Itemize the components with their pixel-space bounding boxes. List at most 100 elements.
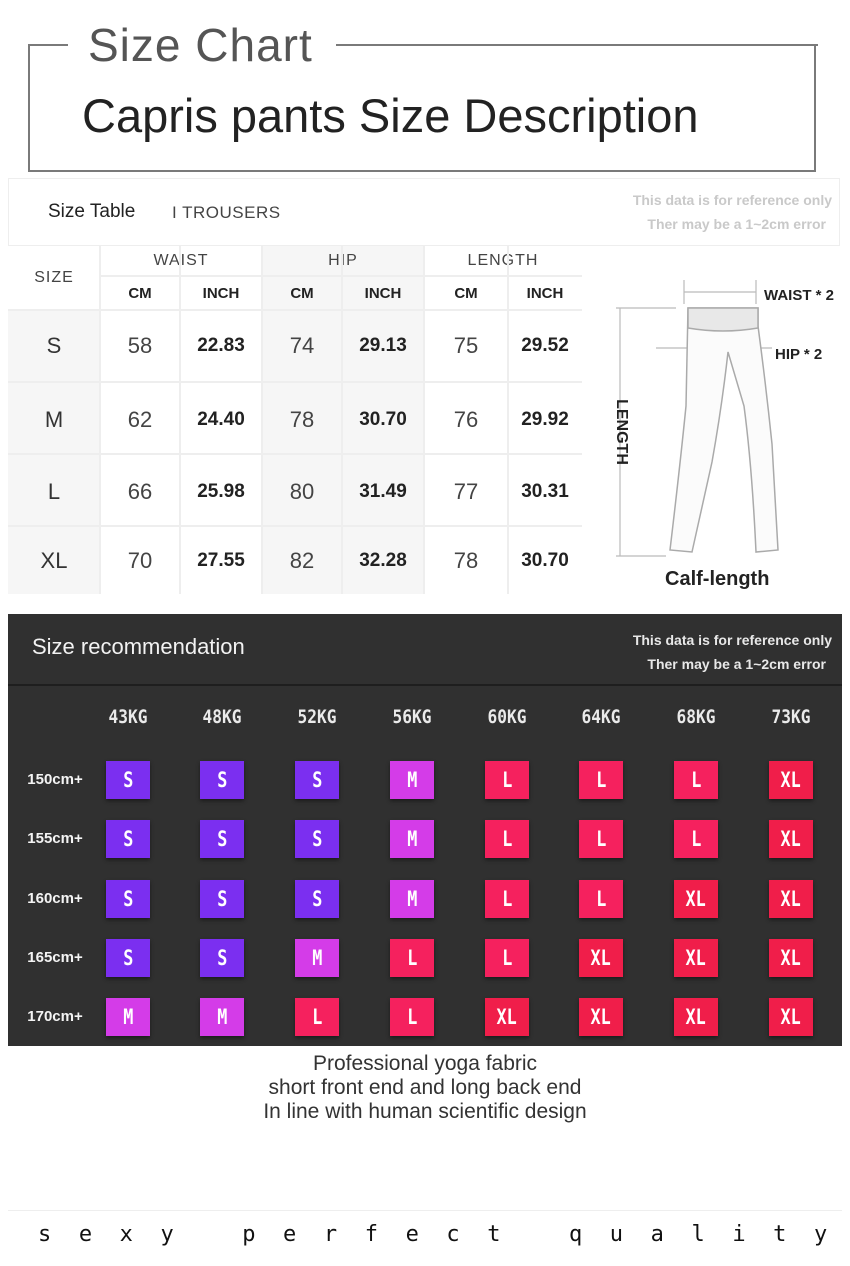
- size-badge-label: L: [595, 887, 607, 911]
- recommendation-header: [8, 614, 842, 686]
- size-badge: M: [390, 761, 434, 799]
- grid-line: [8, 453, 582, 455]
- size-badge: XL: [579, 939, 623, 977]
- height-label: 160cm+: [27, 890, 83, 907]
- table-cell: 27.55: [197, 550, 245, 571]
- size-badge-label: XL: [685, 946, 707, 970]
- table-cell: 30.31: [521, 481, 569, 502]
- grid-line: [341, 246, 343, 594]
- leggings-icon: [669, 307, 779, 553]
- size-badge: S: [295, 820, 339, 858]
- size-cell: XL: [40, 548, 68, 573]
- size-badge: S: [295, 761, 339, 799]
- diagram-caption: Calf-length: [665, 568, 770, 590]
- size-table-note-line1: This data is for reference only: [632, 192, 832, 208]
- tagline-char: p: [242, 1222, 256, 1247]
- size-badge-label: XL: [496, 1005, 518, 1029]
- leggings-diagram: [616, 280, 779, 557]
- size-badge-label: XL: [590, 1005, 612, 1029]
- size-badge: XL: [579, 998, 623, 1036]
- size-badge-label: L: [311, 1005, 323, 1029]
- table-cell: 75: [453, 333, 479, 358]
- size-badge-label: M: [406, 768, 418, 792]
- size-badge: S: [200, 761, 244, 799]
- tagline-char: q: [568, 1222, 583, 1247]
- size-badge: S: [106, 761, 150, 799]
- size-badge: XL: [769, 880, 813, 918]
- size-badge: L: [579, 880, 623, 918]
- tagline-char: u: [609, 1222, 624, 1247]
- table-cell: 62: [127, 407, 153, 432]
- tagline-char: t: [773, 1222, 787, 1247]
- size-badge-label: L: [501, 768, 513, 792]
- grid-line: [423, 246, 425, 594]
- group-header-waist: WAIST: [100, 246, 262, 276]
- size-table-header: [8, 178, 840, 246]
- table-cell: 78: [289, 407, 315, 432]
- table-cell: 29.13: [359, 335, 407, 356]
- size-badge: L: [485, 939, 529, 977]
- weight-header: 56KG: [392, 706, 432, 728]
- unit-header: CM: [290, 284, 314, 302]
- height-label: 170cm+: [27, 1008, 83, 1025]
- size-badge-label: L: [406, 1005, 418, 1029]
- size-badge-label: L: [595, 768, 607, 792]
- size-badge-label: XL: [780, 946, 802, 970]
- size-badge-label: S: [122, 827, 134, 851]
- size-badge: XL: [485, 998, 529, 1036]
- tagline-char: i: [732, 1222, 746, 1247]
- size-badge-label: XL: [780, 768, 802, 792]
- grid-line: [261, 246, 263, 594]
- unit-header: INCH: [202, 284, 240, 302]
- grid-line: [8, 381, 582, 383]
- size-badge: XL: [769, 820, 813, 858]
- header-frame: [28, 44, 816, 172]
- size-badge: S: [106, 880, 150, 918]
- header-frame-left: [28, 44, 68, 46]
- table-cell: 70: [127, 548, 153, 573]
- size-badge: S: [106, 939, 150, 977]
- size-badge: L: [390, 998, 434, 1036]
- size-badge-label: S: [311, 768, 323, 792]
- size-badge: L: [485, 761, 529, 799]
- size-badge: M: [295, 939, 339, 977]
- waist-label: WAIST * 2: [764, 287, 835, 304]
- size-badge: S: [106, 820, 150, 858]
- unit-header: INCH: [364, 284, 402, 302]
- size-badge-label: XL: [590, 946, 612, 970]
- size-badge: L: [390, 939, 434, 977]
- table-cell: 77: [453, 479, 479, 504]
- size-badge: XL: [674, 998, 718, 1036]
- size-badge-label: XL: [780, 827, 802, 851]
- header-frame-right: [336, 44, 818, 46]
- hip-label: HIP * 2: [775, 346, 823, 363]
- table-cell: 29.52: [521, 335, 569, 356]
- tagline-band: [8, 1210, 842, 1261]
- size-badge: XL: [769, 998, 813, 1036]
- size-badge: XL: [769, 761, 813, 799]
- size-badge-label: XL: [780, 1005, 802, 1029]
- size-cell: M: [44, 407, 64, 432]
- size-table-note-line2: Ther may be a 1~2cm error: [647, 216, 826, 232]
- size-badge-label: S: [122, 768, 134, 792]
- tagline-char: l: [691, 1222, 705, 1247]
- size-badge-label: XL: [685, 887, 707, 911]
- size-badge: XL: [769, 939, 813, 977]
- size-badge-label: L: [690, 768, 702, 792]
- tagline-char: s: [38, 1222, 52, 1247]
- tagline-char: e: [405, 1222, 419, 1247]
- size-badge: L: [485, 820, 529, 858]
- weight-header: 64KG: [581, 706, 621, 728]
- table-cell: 74: [289, 333, 315, 358]
- size-badge-label: XL: [685, 1005, 707, 1029]
- table-cell: 30.70: [359, 409, 407, 430]
- size-table-category: I TROUSERS: [172, 203, 281, 222]
- weight-header: 52KG: [297, 706, 337, 728]
- size-badge-label: S: [311, 887, 323, 911]
- size-badge: L: [579, 820, 623, 858]
- page-title: Size Chart: [88, 19, 313, 71]
- height-label: 165cm+: [27, 949, 83, 966]
- size-badge: S: [200, 820, 244, 858]
- tagline-char: t: [487, 1222, 501, 1247]
- height-label: 155cm+: [27, 830, 83, 847]
